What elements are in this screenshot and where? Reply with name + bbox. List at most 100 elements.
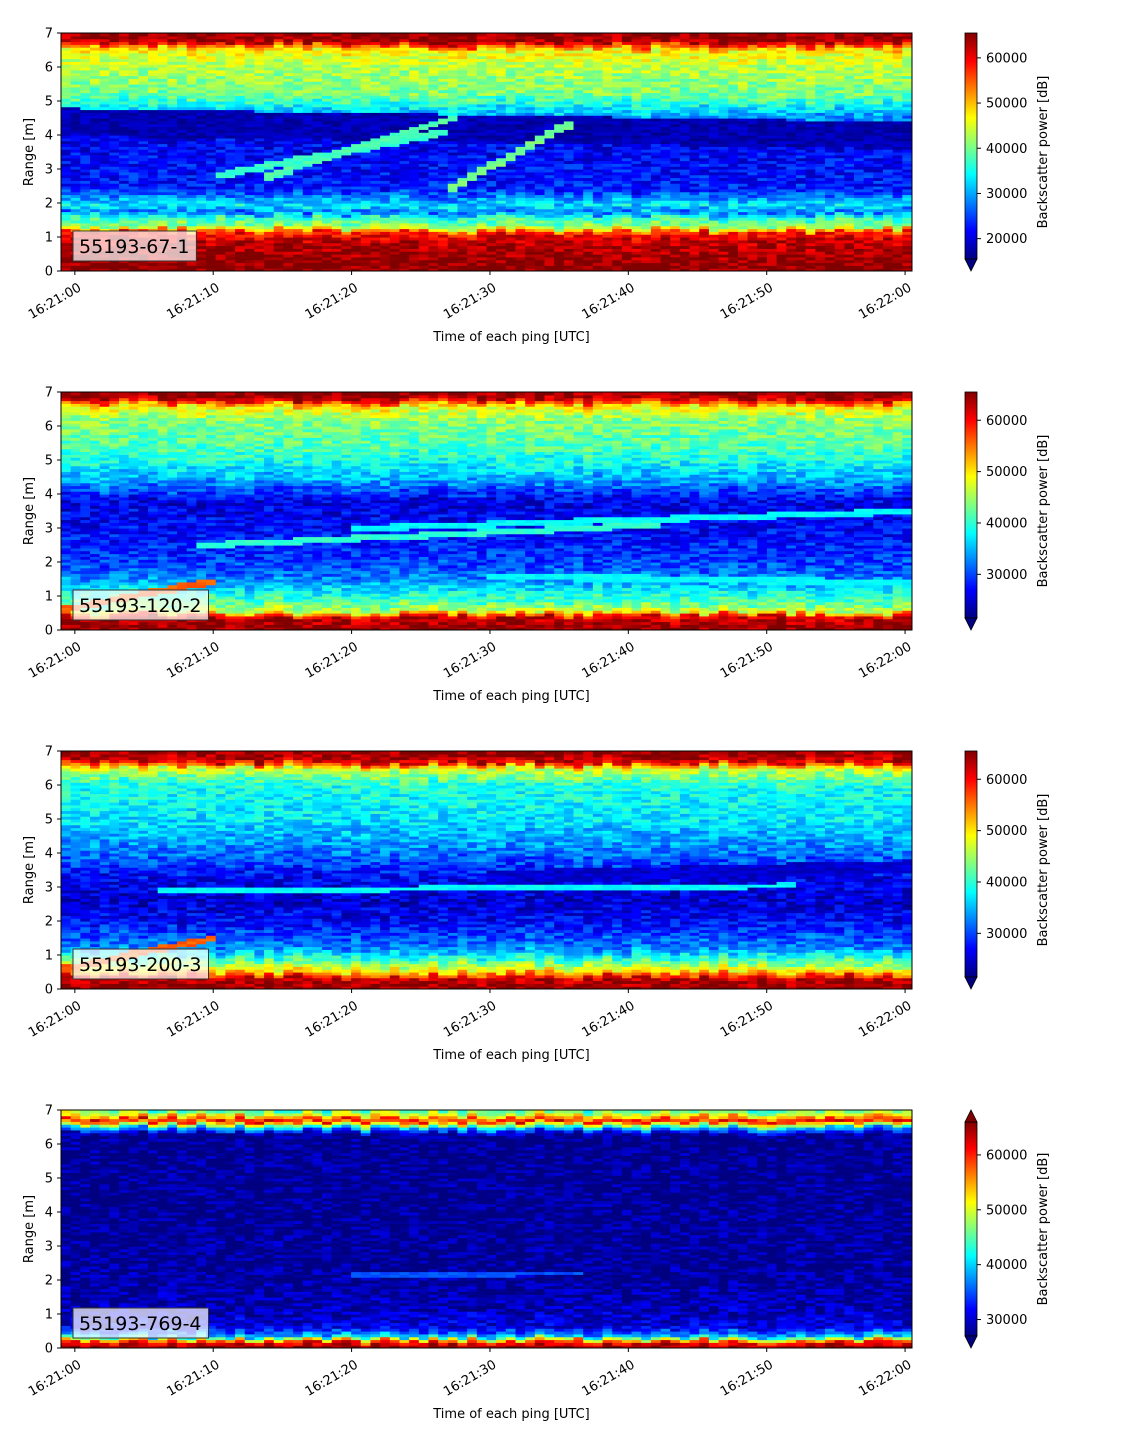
heatmap-cell: [206, 149, 217, 153]
heatmap-cell: [631, 268, 642, 271]
heatmap-cell: [196, 101, 207, 105]
heatmap-cell: [476, 44, 488, 48]
heatmap-cell: [409, 208, 420, 213]
heatmap-cell: [215, 248, 226, 252]
heatmap-cell: [592, 169, 604, 173]
heatmap-cell: [138, 205, 149, 210]
heatmap-cell: [496, 69, 507, 74]
heatmap-cell: [235, 95, 246, 99]
heatmap-cell: [409, 123, 420, 128]
heatmap-cell: [273, 33, 285, 37]
heatmap-cell: [602, 242, 613, 247]
heatmap-cell: [99, 101, 110, 105]
heatmap-cell: [273, 214, 285, 218]
heatmap-cell: [244, 217, 256, 221]
heatmap-cell: [554, 251, 565, 255]
heatmap-cell: [496, 126, 507, 130]
heatmap-cell: [515, 47, 526, 51]
heatmap-cell: [109, 140, 120, 145]
heatmap-cell: [486, 103, 497, 108]
heatmap-cell: [157, 95, 168, 99]
heatmap-cell: [322, 166, 333, 170]
heatmap-cell: [631, 163, 642, 167]
heatmap-cell: [341, 194, 352, 198]
heatmap-cell: [186, 109, 197, 113]
heatmap-cell: [360, 123, 372, 128]
heatmap-cell: [206, 186, 217, 190]
heatmap-cell: [612, 174, 623, 179]
heatmap-cell: [370, 35, 381, 40]
heatmap-cell: [293, 248, 304, 252]
heatmap-cell: [409, 225, 420, 230]
heatmap-cell: [215, 197, 226, 201]
heatmap-cell: [486, 112, 497, 116]
heatmap-cell: [505, 200, 517, 204]
heatmap-cell: [80, 69, 91, 74]
heatmap-cell: [196, 251, 207, 255]
heatmap-cell: [380, 242, 391, 247]
heatmap-cell: [380, 254, 391, 258]
heatmap-cell: [302, 191, 314, 196]
heatmap-cell: [486, 64, 497, 68]
heatmap-cell: [515, 220, 526, 224]
heatmap-cell: [554, 259, 565, 264]
heatmap-cell: [235, 225, 246, 230]
heatmap-cell: [264, 106, 275, 111]
heatmap-cell: [273, 239, 285, 244]
heatmap-cell: [467, 140, 478, 145]
heatmap-cell: [61, 132, 72, 136]
heatmap-cell: [554, 35, 565, 40]
heatmap-cell: [621, 163, 633, 167]
heatmap-cell: [428, 188, 439, 193]
heatmap-cell: [360, 132, 372, 136]
heatmap-cell: [399, 152, 410, 156]
heatmap-cell: [254, 115, 265, 119]
heatmap-cell: [554, 98, 565, 102]
heatmap-cell: [196, 72, 207, 77]
heatmap-cell: [206, 256, 217, 261]
heatmap-cell: [476, 149, 488, 153]
heatmap-cell: [90, 38, 101, 43]
heatmap-cell: [583, 262, 594, 266]
heatmap-cell: [476, 171, 488, 176]
heatmap-cell: [293, 101, 304, 105]
heatmap-cell: [476, 248, 488, 252]
heatmap-cell: [534, 123, 546, 128]
heatmap-cell: [254, 259, 265, 264]
heatmap-cell: [380, 163, 391, 167]
heatmap-cell: [225, 112, 236, 116]
heatmap-cell: [186, 171, 197, 176]
heatmap-cell: [602, 231, 613, 235]
heatmap-cell: [496, 109, 507, 113]
heatmap-cell: [360, 47, 372, 51]
heatmap-cell: [438, 157, 449, 162]
heatmap-cell: [486, 143, 497, 147]
heatmap-cell: [554, 115, 565, 119]
heatmap-cell: [119, 72, 130, 77]
heatmap-cell: [206, 146, 217, 150]
heatmap-cell: [612, 183, 623, 187]
heatmap-cell: [583, 200, 594, 204]
heatmap-cell: [128, 103, 139, 108]
heatmap-cell: [544, 197, 555, 201]
heatmap-cell: [80, 78, 91, 82]
heatmap-cell: [602, 166, 613, 170]
heatmap-cell: [322, 118, 333, 122]
heatmap-cell: [331, 92, 343, 96]
heatmap-cell: [312, 58, 323, 62]
heatmap-cell: [380, 143, 391, 147]
heatmap-cell: [99, 52, 110, 57]
heatmap-cell: [418, 44, 430, 48]
heatmap-cell: [467, 177, 478, 181]
heatmap-cell: [196, 140, 207, 145]
heatmap-cell: [360, 242, 372, 247]
heatmap-cell: [573, 265, 584, 269]
heatmap-cell: [351, 44, 362, 48]
heatmap-cell: [351, 35, 362, 40]
heatmap-cell: [138, 135, 149, 139]
heatmap-cell: [167, 112, 178, 116]
heatmap-cell: [370, 109, 381, 113]
heatmap-cell: [476, 47, 488, 51]
heatmap-cell: [109, 81, 120, 85]
heatmap-cell: [563, 152, 575, 156]
